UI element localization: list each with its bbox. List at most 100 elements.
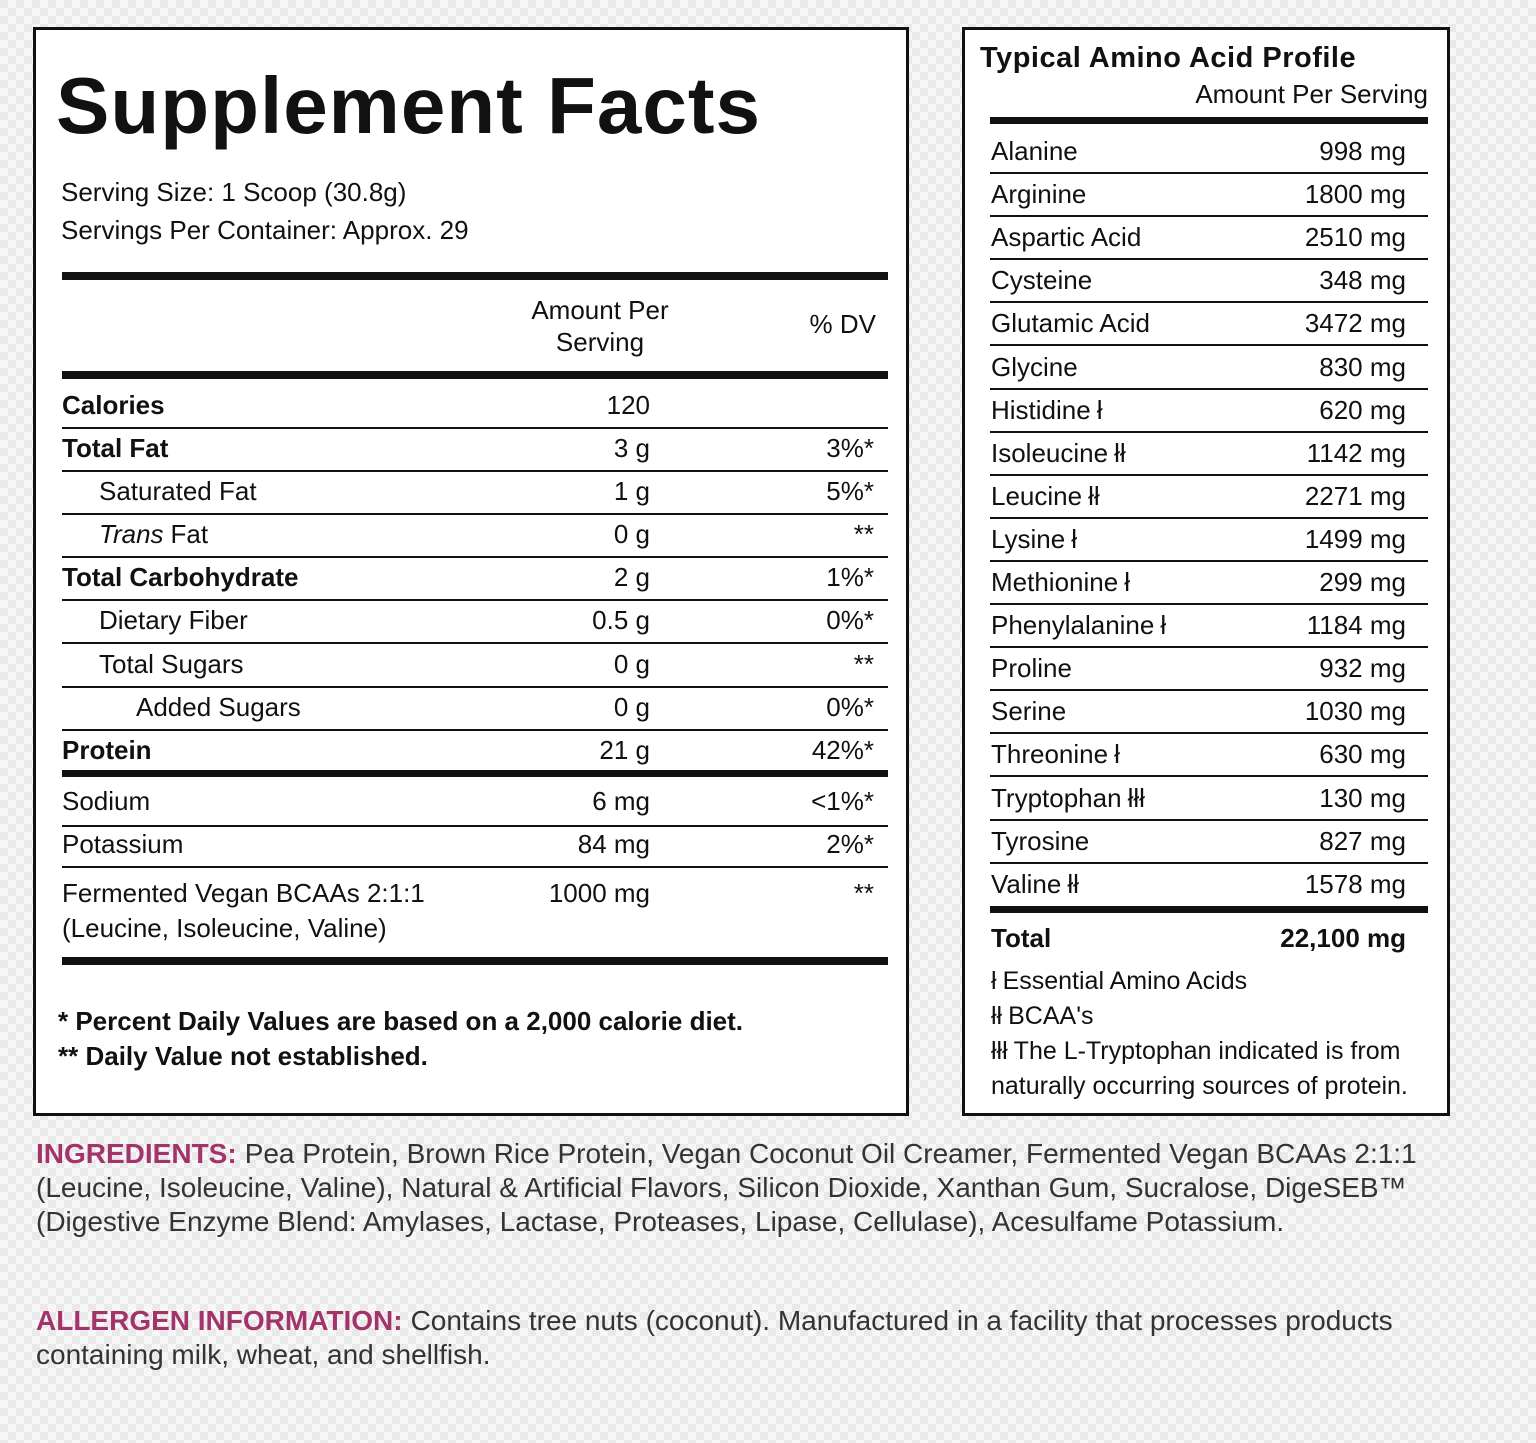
amino-name-text: Leucine	[991, 480, 1083, 511]
allergen-text: Contains tree nuts (coconut). Manufactur…	[36, 1305, 1393, 1370]
amino-amount: 1142 mg	[1306, 437, 1406, 468]
rule	[62, 686, 888, 688]
amino-name: Valine łł	[991, 868, 1079, 900]
rule	[62, 599, 888, 601]
rule	[990, 775, 1428, 778]
amino-marker: łł	[1088, 480, 1100, 511]
rule	[62, 556, 888, 558]
amino-amount: 630 mg	[1319, 739, 1406, 770]
rule	[990, 301, 1428, 304]
amino-name: Serine	[991, 695, 1066, 727]
amino-name-text: Proline	[991, 653, 1072, 684]
rule	[990, 387, 1428, 390]
serving-size: Serving Size: 1 Scoop (30.8g)	[61, 177, 407, 207]
nutrient-dv: 2%*	[826, 829, 874, 859]
rule	[990, 430, 1428, 433]
amino-name-text: Methionine	[991, 567, 1119, 597]
nutrient-name-text: Total Sugars	[99, 649, 244, 679]
rule	[990, 906, 1428, 913]
amino-amount: 2271 mg	[1304, 480, 1406, 511]
ingredients-paragraph: INGREDIENTS: Pea Protein, Brown Rice Prot…	[36, 1137, 1476, 1239]
amino-name: Alanine	[991, 135, 1078, 167]
amino-amount: 130 mg	[1319, 782, 1406, 813]
amino-name-text: Glutamic Acid	[991, 308, 1150, 339]
rule	[990, 559, 1428, 562]
nutrient-name-text: Protein	[62, 735, 152, 765]
nutrient-name-text: Total Carbohydrate	[62, 562, 299, 592]
rule	[62, 427, 888, 429]
nutrient-name: Calories	[62, 389, 165, 421]
nutrient-note: (Leucine, Isoleucine, Valine)	[62, 913, 387, 943]
nutrient-name: Protein	[62, 734, 152, 766]
amino-amount: 1800 mg	[1304, 179, 1406, 210]
nutrient-amount: 120	[606, 390, 650, 420]
nutrient-dv: 0%*	[826, 692, 874, 722]
rule	[990, 646, 1428, 649]
amino-amount: 1499 mg	[1304, 523, 1406, 554]
nutrient-name-text: Fermented Vegan BCAAs 2:1:1	[62, 878, 425, 908]
allergen-paragraph: ALLERGEN INFORMATION: Contains tree nuts …	[36, 1304, 1476, 1372]
amino-name: Aspartic Acid	[991, 221, 1141, 253]
rule	[990, 603, 1428, 605]
amino-name-text: Serine	[991, 696, 1067, 727]
nutrient-name-text: Added Sugars	[136, 692, 301, 722]
legend-text: Essential Amino Acids	[1002, 967, 1248, 995]
rule	[990, 473, 1428, 476]
amino-amount: 827 mg	[1319, 825, 1406, 856]
amino-name: Leucine łł	[991, 480, 1100, 512]
nutrient-name: Added Sugars	[136, 691, 301, 723]
amino-name: Isoleucine łł	[991, 437, 1126, 469]
amino-name: Arginine	[991, 178, 1086, 210]
nutrient-name: Trans Fat	[99, 518, 208, 550]
supplement-facts-panel	[33, 27, 909, 1116]
legend-marker: łłł	[991, 1037, 1008, 1065]
nutrient-name: Fermented Vegan BCAAs 2:1:1	[62, 877, 425, 909]
nutrient-amount: 84 mg	[577, 829, 650, 859]
amino-amount: 620 mg	[1319, 394, 1406, 425]
legend-item: łł BCAA's	[991, 999, 1431, 1034]
nutrient-name-text: Calories	[62, 390, 165, 420]
rule	[62, 825, 888, 827]
amino-profile-panel	[962, 27, 1450, 1116]
amino-marker: łł	[1067, 868, 1079, 899]
amino-marker: ł	[1114, 739, 1120, 770]
nutrient-name: Total Fat	[62, 432, 168, 464]
nutrient-name: Potassium	[62, 828, 183, 860]
nutrient-dv: 42%*	[811, 735, 874, 765]
rule	[62, 371, 888, 379]
amino-title: Typical Amino Acid Profile	[980, 42, 1357, 74]
footnote: ** Daily Value not established.	[58, 1041, 428, 1071]
nutrient-name-text: Dietary Fiber	[99, 605, 248, 635]
amino-name-text: Arginine	[991, 179, 1087, 210]
nutrient-dv: 0%*	[826, 605, 874, 635]
amino-name-text: Threonine	[991, 739, 1109, 770]
amino-name-text: Valine	[991, 868, 1062, 899]
amino-name: Tryptophan łłł	[991, 782, 1145, 814]
rule	[62, 729, 888, 731]
amino-subtitle: Amount Per Serving	[1195, 79, 1428, 109]
amino-amount: 3472 mg	[1304, 308, 1406, 339]
nutrient-amount: 0 g	[613, 519, 650, 549]
amino-name: Methionine ł	[991, 566, 1130, 598]
amino-total-amount: 22,100 mg	[1280, 923, 1406, 953]
column-header: Amount Per Serving	[531, 295, 669, 357]
amino-marker: ł	[1096, 394, 1103, 425]
amino-name-text: Alanine	[991, 136, 1078, 166]
amino-name-text: Lysine	[991, 523, 1066, 554]
amino-name-text: Histidine	[991, 394, 1091, 425]
legend-marker: ł	[991, 967, 997, 995]
nutrient-amount: 0 g	[613, 649, 650, 679]
legend-item: łłł The L-Tryptophan indicated is from na…	[991, 1034, 1431, 1104]
amino-name-text: Isoleucine	[991, 437, 1109, 468]
rule	[990, 689, 1428, 692]
rule	[62, 470, 888, 472]
amino-amount: 2510 mg	[1304, 222, 1406, 253]
ingredients-text: Pea Protein, Brown Rice Protein, Vegan C…	[36, 1138, 1417, 1237]
nutrient-name-text: Total Fat	[62, 433, 169, 463]
rule	[990, 861, 1428, 864]
rule	[62, 957, 888, 965]
nutrient-amount: 2 g	[613, 562, 650, 592]
amino-amount: 1184 mg	[1306, 610, 1406, 641]
nutrient-amount: 3 g	[613, 433, 650, 463]
amino-name: Phenylalanine ł	[991, 609, 1166, 641]
